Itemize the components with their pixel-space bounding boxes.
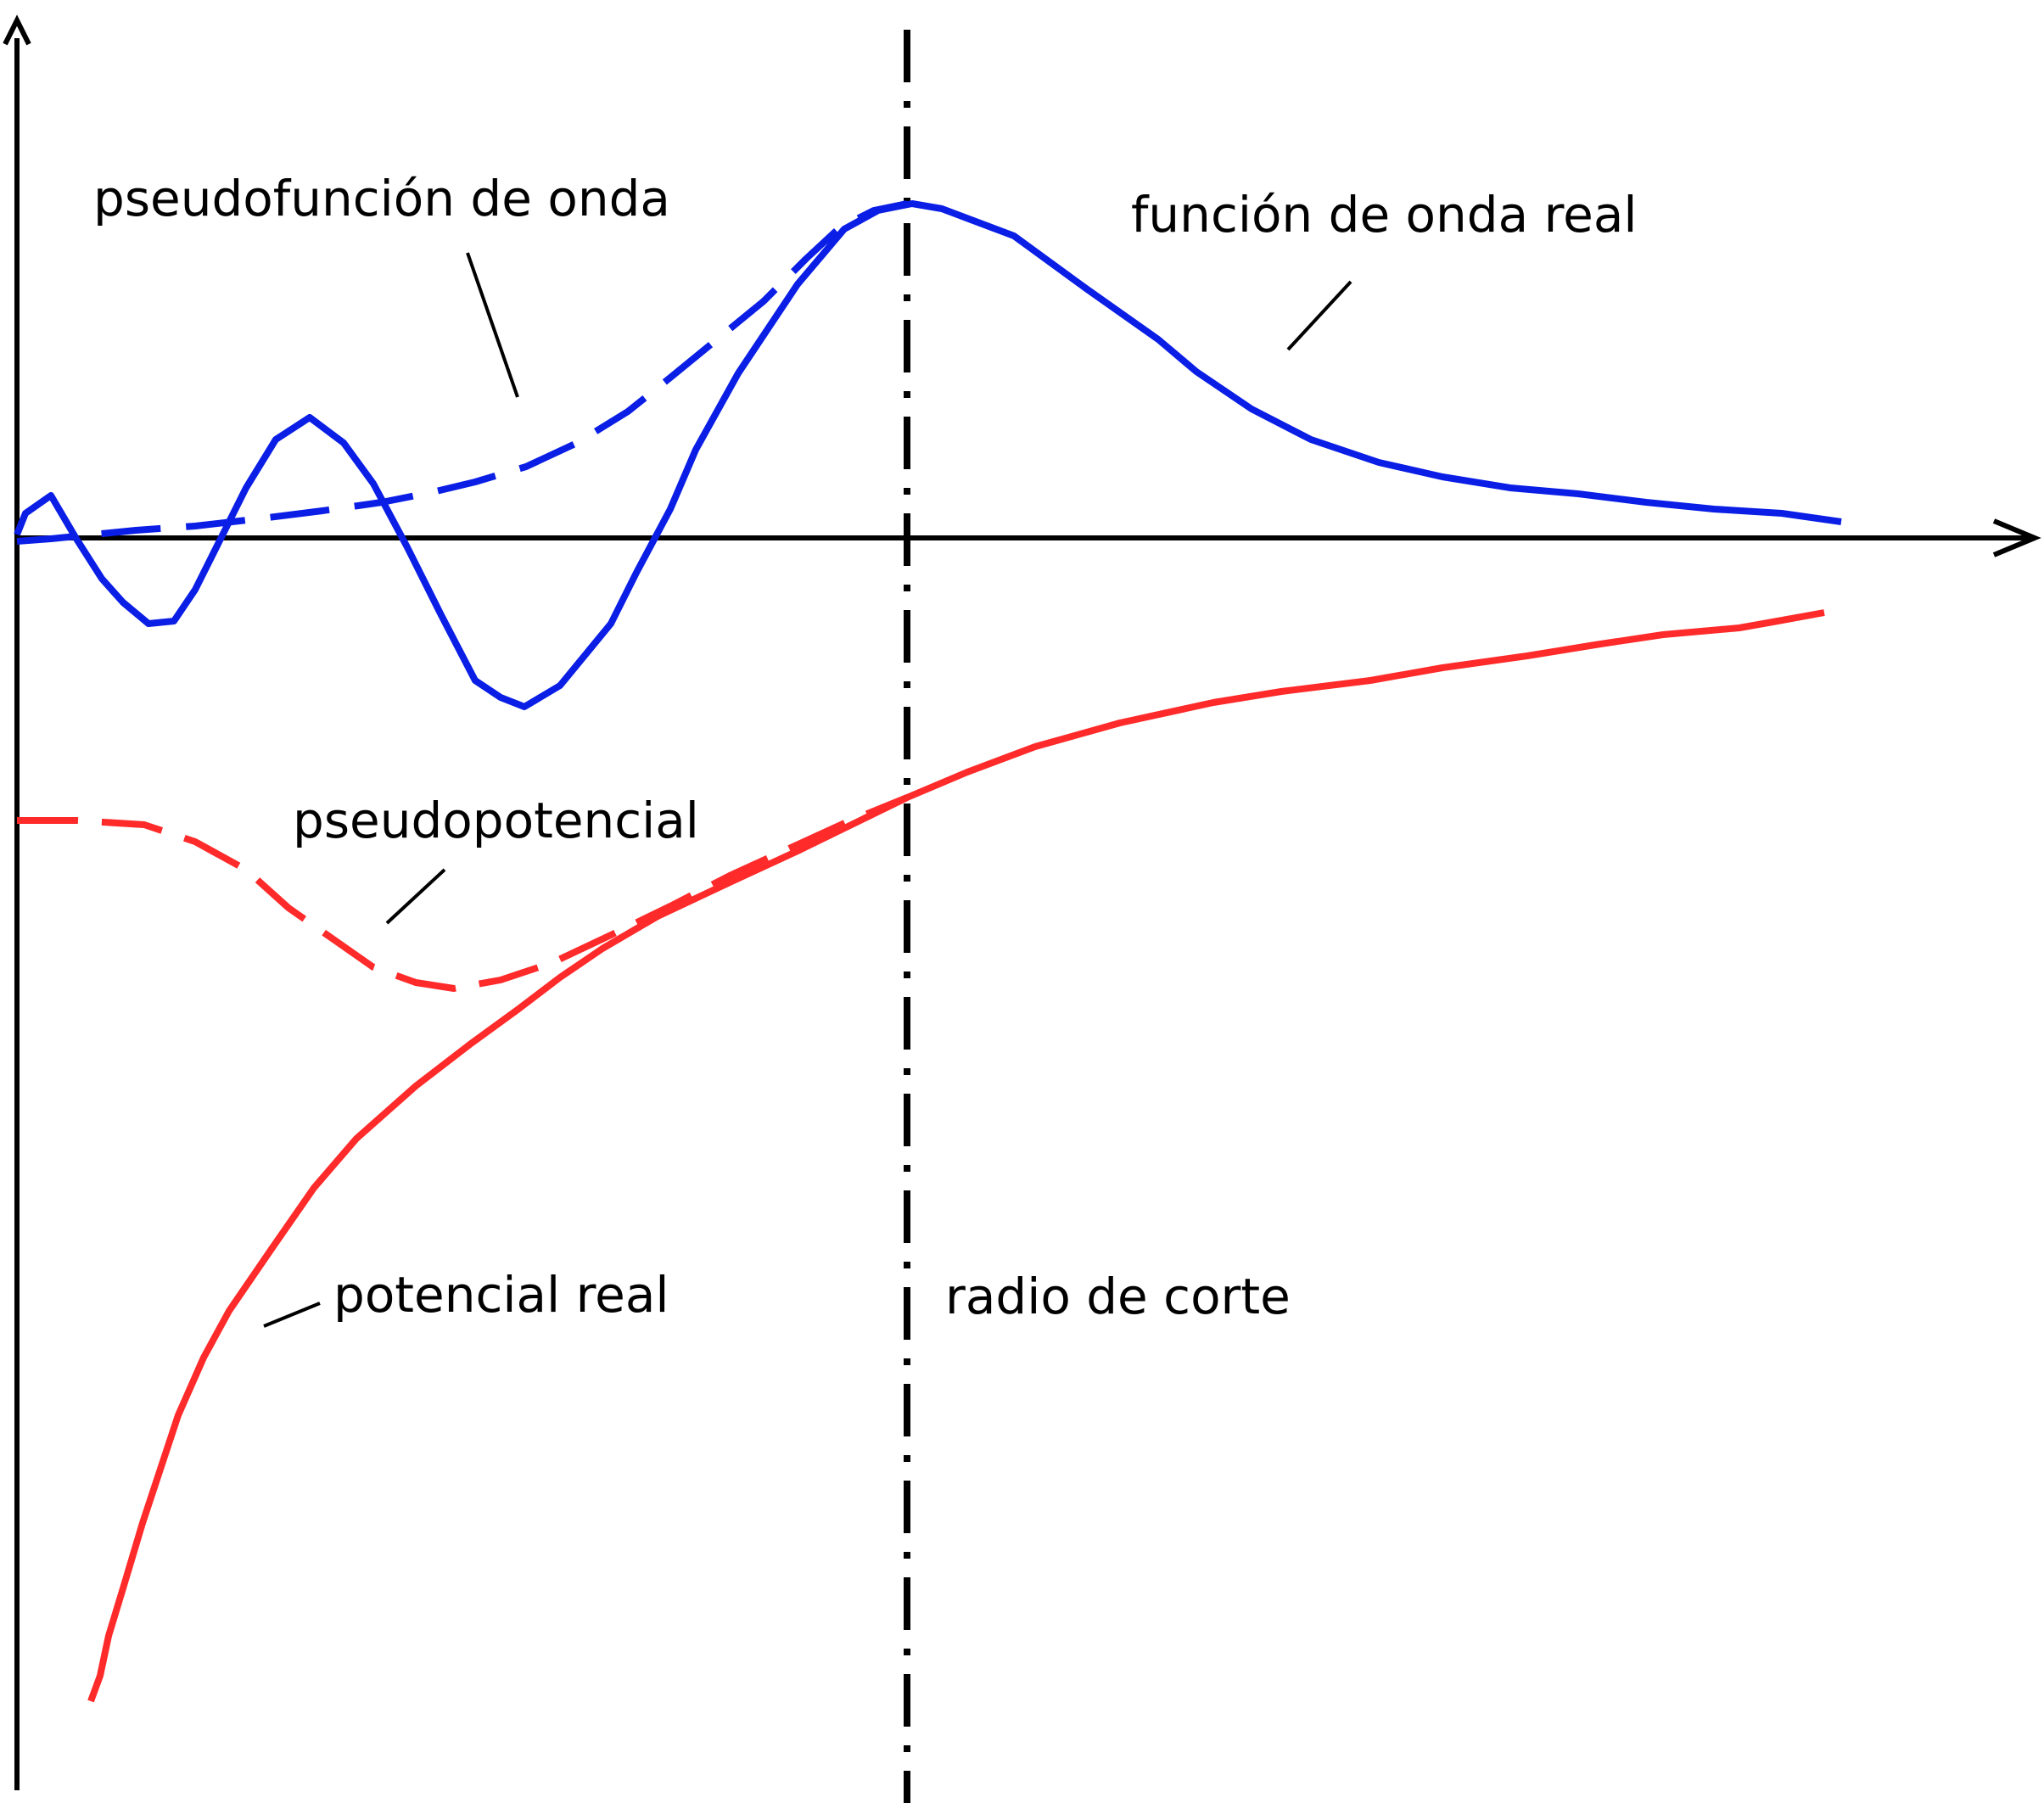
real-potential-label: potencial real [333,1266,669,1324]
real-potential-leader [263,1302,321,1328]
pseudo-wave-label: pseudofunción de onda [93,170,670,227]
real-wavefunction-curve [14,200,1842,710]
pseudo-wave-leader [466,252,519,398]
real-wave-label: función de onda real [1131,186,1638,244]
real-potential-curve [87,609,1825,1703]
pseudo-potential-label: pseudopotencial [293,792,699,849]
cutoff-radius-label: radio de corte [945,1268,1291,1325]
real-wave-leader [1286,280,1352,351]
pseudo-potential-curve [17,794,909,992]
y-axis-arrowhead [3,14,31,46]
pseudo-wavefunction-curve [16,200,908,545]
pseudo-potential-leader [385,868,446,925]
x-axis-arrowhead [1992,518,2041,557]
